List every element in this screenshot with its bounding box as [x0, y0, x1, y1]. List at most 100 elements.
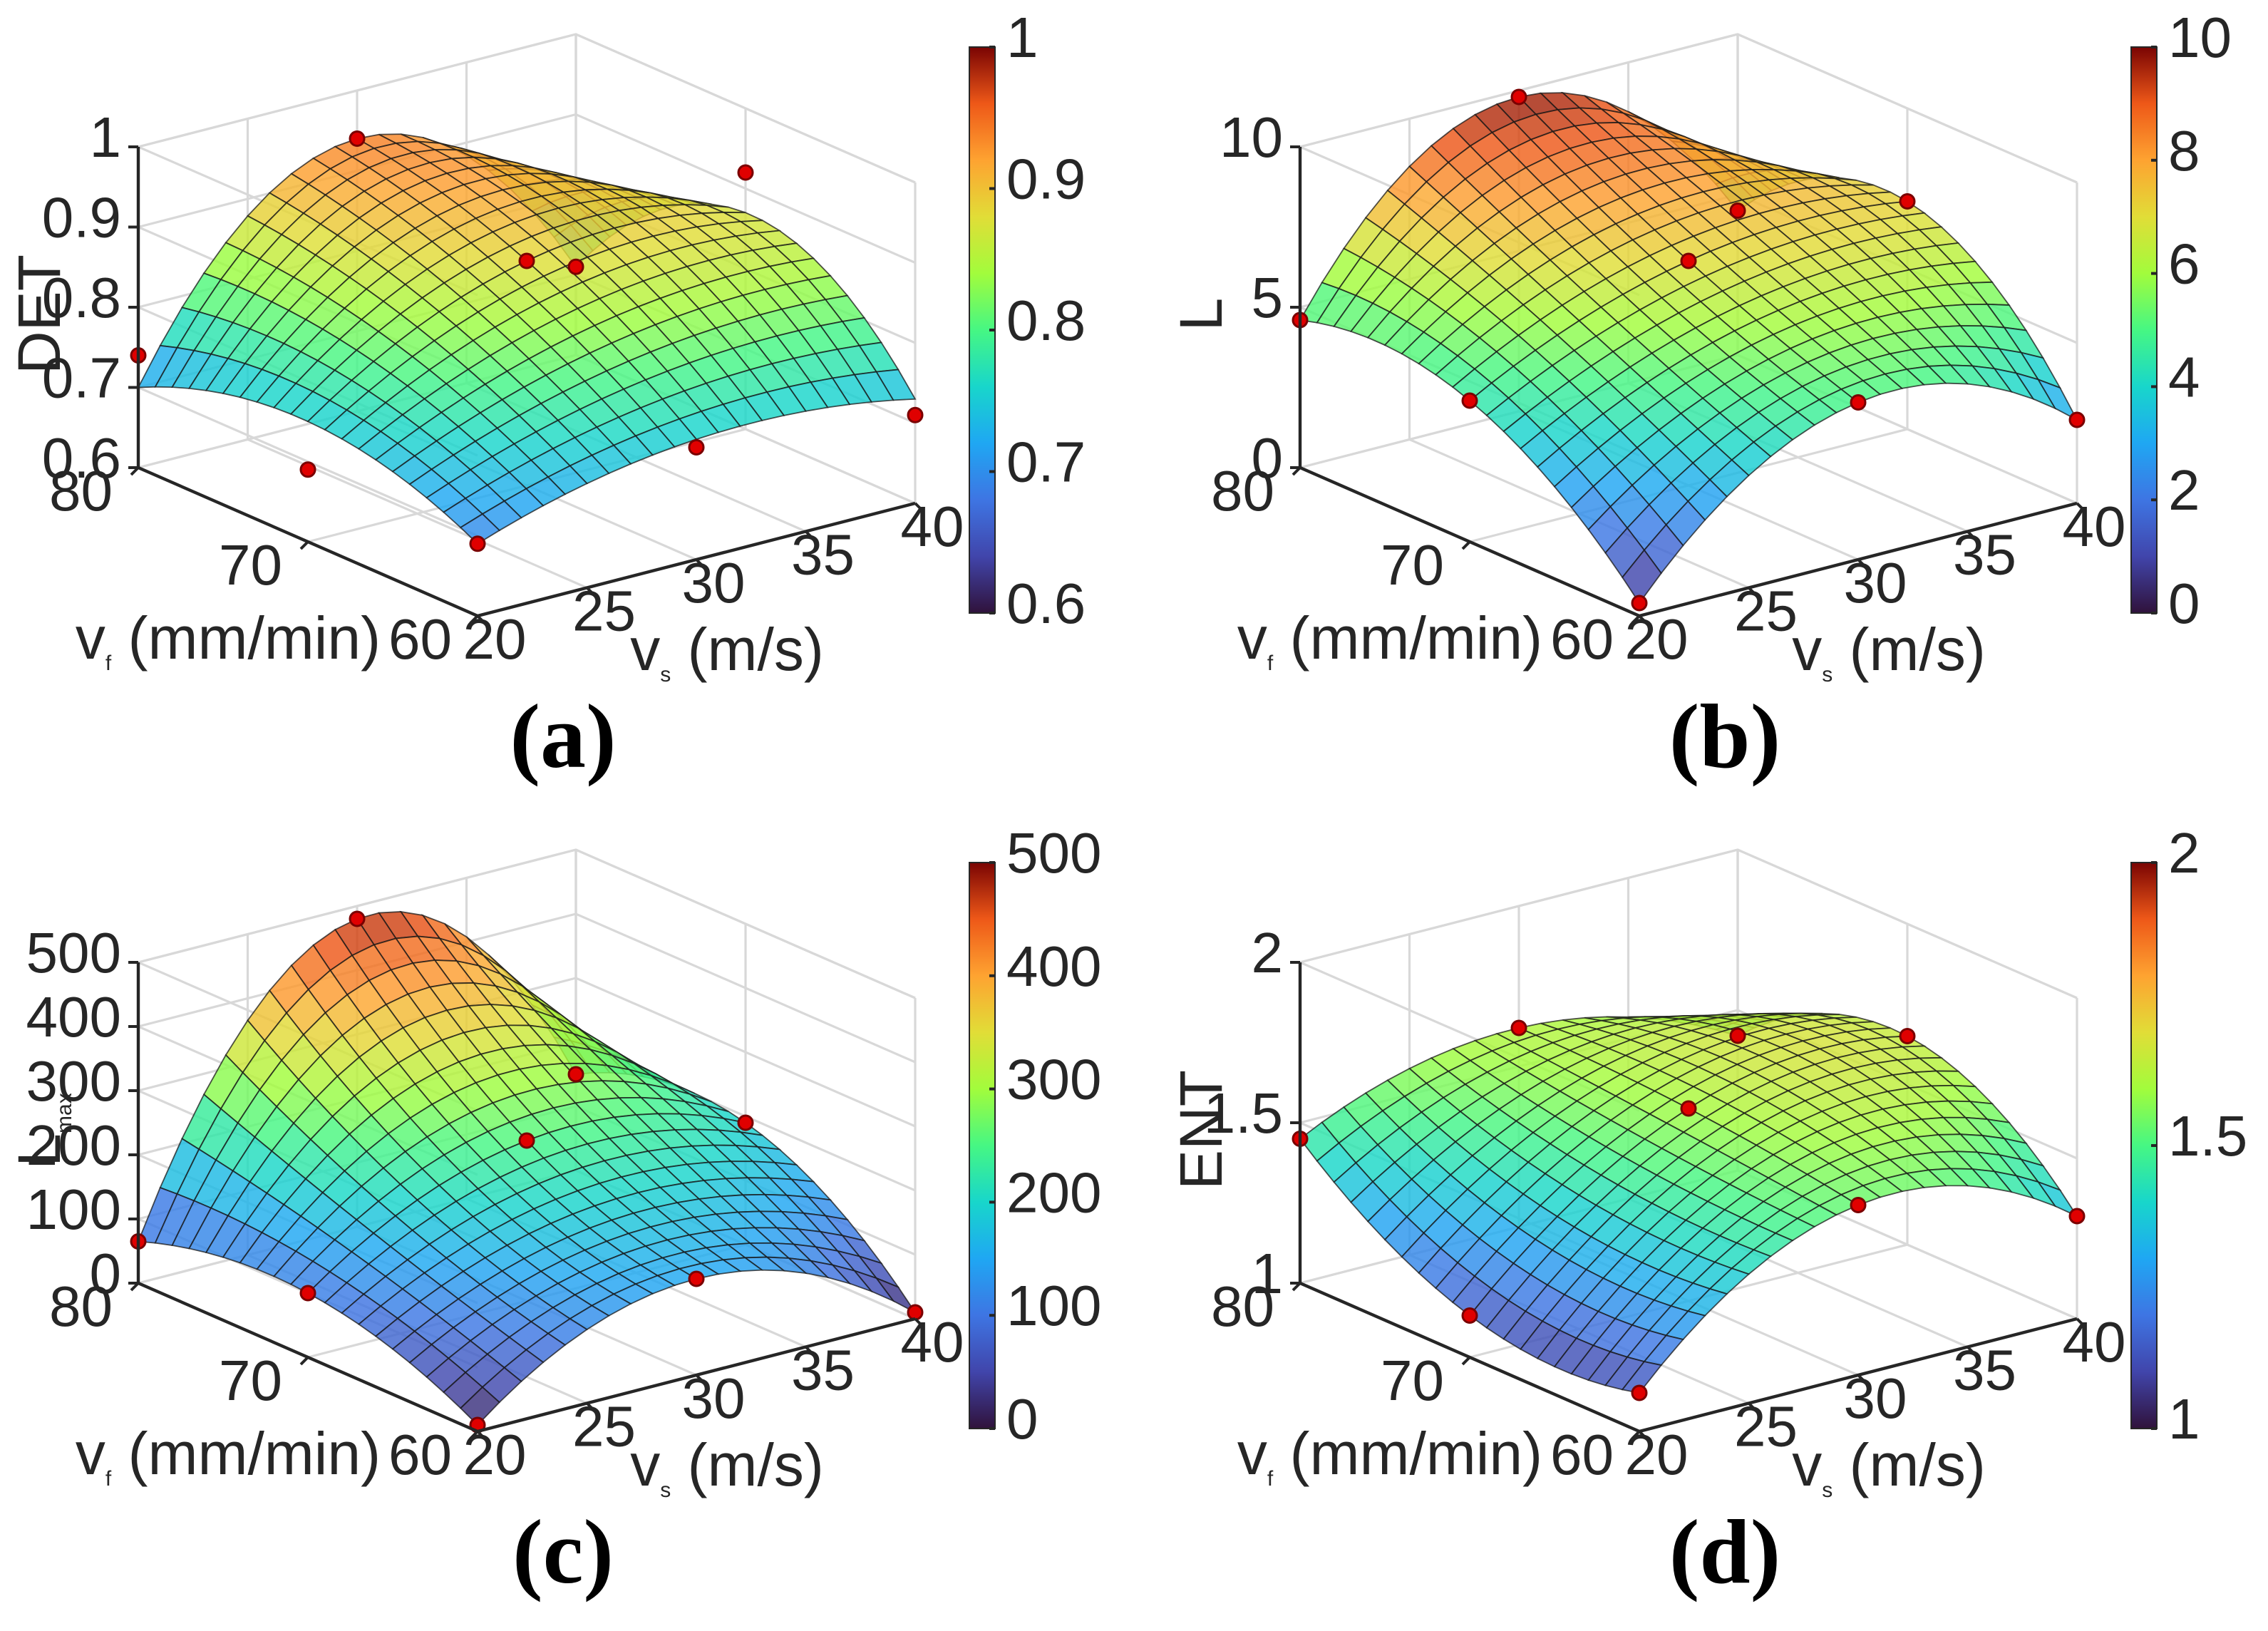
x-axis-label: vs (m/s): [630, 1431, 824, 1502]
z-tick-label: 500: [26, 921, 121, 984]
data-point: [688, 1270, 705, 1287]
x-tick-label: 20: [463, 1423, 527, 1486]
axis-labels: vs (m/s) vf (mm/min) DET: [6, 254, 824, 686]
z-tick-labels: 11.52: [1204, 921, 1300, 1305]
y-tick-label: 70: [219, 1349, 282, 1412]
x-tick: [2076, 502, 2086, 512]
y-tick: [1631, 614, 1641, 624]
x-tick-label: 25: [572, 1395, 636, 1458]
x-tick: [1857, 1374, 1867, 1384]
data-point: [1729, 202, 1746, 219]
y-tick: [469, 614, 479, 624]
data-point: [1461, 392, 1478, 409]
box-top-edge: [138, 33, 916, 184]
x-axis-label: vs (m/s): [1792, 616, 1986, 686]
box-top-edge: [138, 848, 916, 999]
x-tick-label: 40: [901, 1310, 964, 1374]
colorbar-tick-label: 100: [1006, 1274, 1101, 1337]
data-point: [518, 252, 535, 269]
colorbar: 0 100 200 300 400 500: [969, 821, 1101, 1451]
x-tick-label: 35: [1953, 523, 2016, 587]
colorbar: 0.6 0.7 0.8 0.9 1: [969, 6, 1086, 635]
x-tick-label: 30: [682, 1367, 746, 1430]
y-tick-label: 60: [388, 1423, 452, 1486]
data-point: [1510, 88, 1527, 106]
surface-patch: [1621, 1361, 1663, 1394]
x-tick-label: 40: [2063, 1310, 2126, 1374]
colorbar-tick-label: 0.8: [1006, 289, 1086, 352]
z-tick-label: 0: [1252, 426, 1284, 490]
x-tick-label: 40: [901, 495, 964, 558]
data-point: [1461, 1307, 1478, 1324]
data-point: [737, 1114, 754, 1131]
x-tick-label: 30: [682, 551, 746, 614]
z-tick-label: 400: [26, 985, 121, 1049]
x-tick-label: 25: [1734, 1395, 1798, 1458]
z-tick-label: 300: [26, 1049, 121, 1113]
z-tick-label: 100: [26, 1178, 121, 1241]
x-tick: [914, 1317, 924, 1327]
data-point: [299, 1285, 316, 1302]
z-tick-label: 2: [1252, 921, 1284, 984]
data-point: [1850, 1197, 1867, 1213]
x-tick-label: 30: [1844, 1367, 1907, 1430]
z-tick-label: 0: [90, 1242, 122, 1305]
panel-caption: (d): [1669, 1501, 1780, 1602]
z-tick-label: 200: [26, 1113, 121, 1177]
x-tick: [1638, 1430, 1648, 1440]
y-tick: [299, 540, 309, 550]
data-point: [688, 439, 705, 456]
x-tick-label: 40: [2063, 495, 2126, 558]
z-axis-label: DET: [6, 254, 73, 374]
y-tick-label: 80: [1211, 459, 1274, 523]
x-tick: [586, 1402, 595, 1411]
data-points: [130, 910, 924, 1434]
y-tick-labels: 60 70 80: [49, 459, 479, 671]
x-tick-label: 20: [463, 607, 527, 671]
colorbar: 11.52: [2130, 821, 2247, 1451]
colorbar-tick-label: 1.5: [2168, 1104, 2247, 1168]
surface-patch: [459, 1386, 500, 1426]
x-tick-label: 35: [1953, 1339, 2016, 1402]
x-tick: [695, 558, 705, 568]
x-tick: [914, 502, 924, 512]
y-tick-labels: 60 70 80: [1211, 459, 1641, 671]
data-point: [2068, 411, 2086, 428]
y-tick-label: 80: [49, 459, 113, 523]
y-tick-label: 70: [1381, 1349, 1444, 1412]
x-tick-label: 20: [1625, 607, 1689, 671]
colorbar-tick-label: 400: [1006, 935, 1101, 998]
data-point: [567, 258, 584, 275]
data-point: [299, 461, 316, 478]
x-tick-label: 35: [791, 1339, 855, 1402]
y-tick: [1461, 1356, 1471, 1366]
z-tick-label: 0.7: [42, 346, 121, 410]
colorbar-gradient: [969, 862, 996, 1429]
surface-patch: [459, 513, 501, 545]
box-top-edge: [1299, 848, 2078, 999]
z-tick-label: 1: [90, 106, 122, 169]
axis-labels: vs (m/s) vf (mm/min) ENT: [1167, 1070, 1986, 1502]
colorbar-tick-label: 8: [2168, 119, 2200, 182]
y-tick-label: 60: [388, 607, 452, 671]
colorbar-tick-label: 1: [2168, 1387, 2200, 1451]
surface: [1299, 91, 2079, 604]
x-tick: [1967, 1346, 1976, 1355]
y-tick-label: 70: [1381, 533, 1444, 597]
z-tick-labels: 0.6 0.7 0.8 0.9 1: [42, 106, 138, 490]
y-tick: [299, 1356, 309, 1366]
surface: [1299, 1012, 2079, 1394]
x-tick: [476, 1430, 486, 1440]
colorbar-tick-label: 4: [2168, 345, 2200, 408]
x-tick: [695, 1374, 705, 1384]
z-tick-label: 10: [1220, 106, 1283, 169]
x-axis-label: vs (m/s): [1792, 1431, 1986, 1502]
z-axis-label: L: [1167, 298, 1234, 331]
z-tick-label: 1: [1252, 1242, 1284, 1305]
